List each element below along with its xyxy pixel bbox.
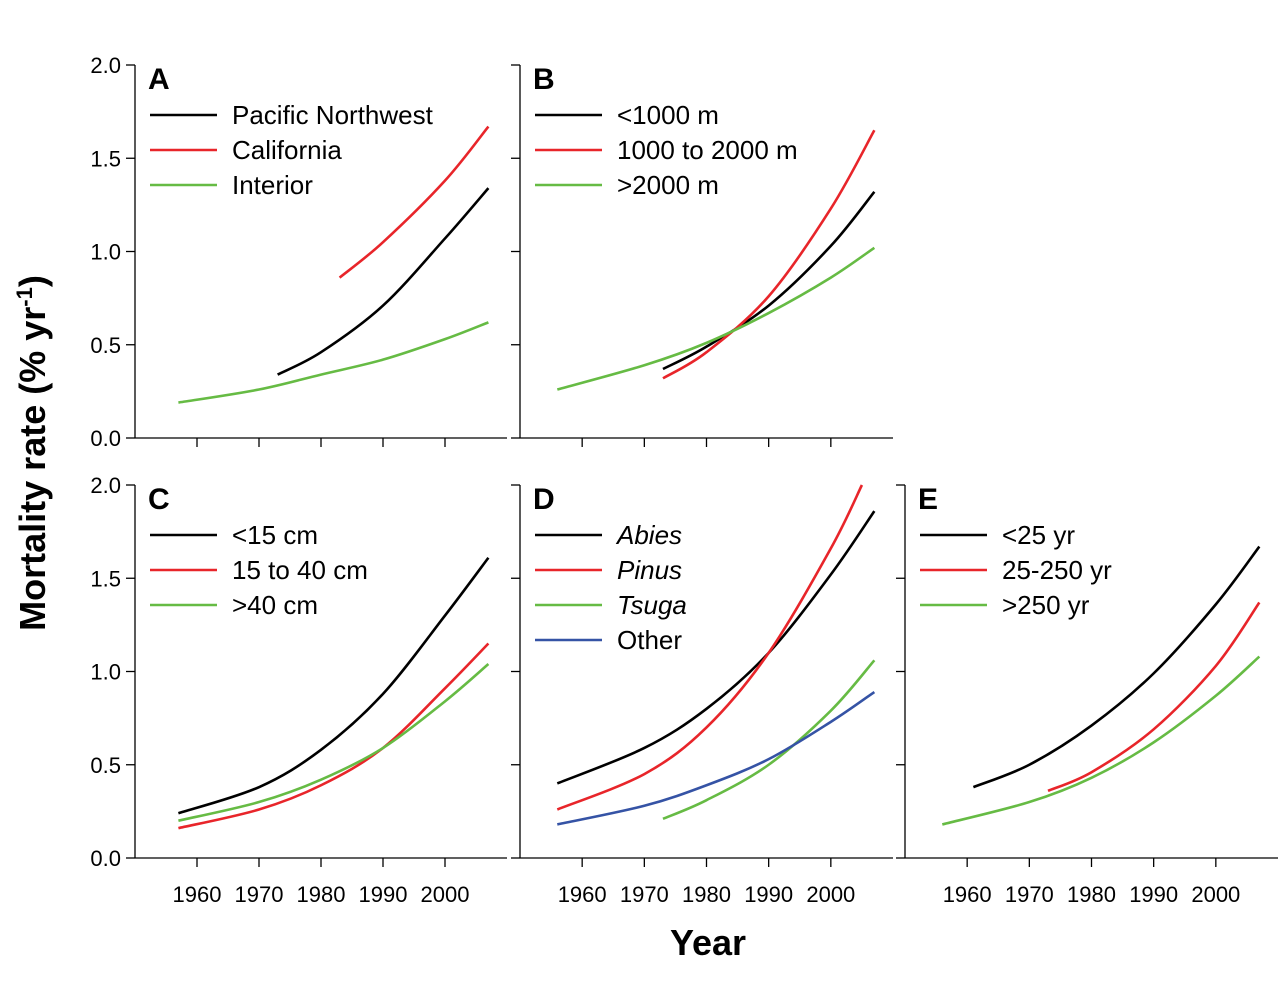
- series-line-40-cm: [178, 663, 490, 822]
- y-tick-label: 1.5: [90, 146, 121, 171]
- series-line-pacific-northwest: [277, 187, 490, 376]
- series-line-15-cm: [177, 556, 490, 815]
- y-tick-label: 0.5: [90, 753, 121, 778]
- series-line-2000-m: [556, 246, 876, 391]
- x-tick-label: 1980: [682, 882, 731, 907]
- y-tick-label: 0.5: [90, 333, 121, 358]
- series-line-tsuga: [662, 659, 876, 821]
- series-line-california: [338, 125, 490, 279]
- panel-a: 0.0 0.5 1.0 1.5 2.0 A Pacific Northwest Califor…: [90, 53, 507, 451]
- legend-label: Abies: [615, 520, 682, 550]
- series-line-1000-to-2000-m: [662, 129, 876, 380]
- y-tick-label: 2.0: [90, 473, 121, 498]
- legend-label: 1000 to 2000 m: [617, 135, 798, 165]
- legend-label: >250 yr: [1002, 590, 1090, 620]
- panel-label: B: [533, 63, 555, 96]
- y-axis-title: Mortality rate (% yr-1): [12, 275, 53, 631]
- x-tick-label: 1960: [943, 882, 992, 907]
- x-tick-label: 2000: [806, 882, 855, 907]
- y-tick-label: 0.0: [90, 846, 121, 871]
- panel-d: 1960 1970 1980 1990 2000 D Abies Pinus Tsuga Othe…: [511, 483, 893, 907]
- legend-label: Tsuga: [617, 590, 687, 620]
- series-line-25-yr: [972, 545, 1261, 789]
- x-axis-title: Year: [670, 922, 746, 963]
- y-tick-label: 1.5: [90, 566, 121, 591]
- x-tick-label: 2000: [1191, 882, 1240, 907]
- legend-label: <15 cm: [232, 520, 318, 550]
- y-tick-label: 0.0: [90, 426, 121, 451]
- panel-label: A: [148, 63, 170, 96]
- panel-label: C: [148, 483, 170, 516]
- legend-label: Other: [617, 625, 682, 655]
- panel-c: 0.0 0.5 1.0 1.5 2.0 1960 1970 1980 1990 2000 C <15 …: [90, 473, 507, 907]
- legend-label: Pinus: [617, 555, 682, 585]
- x-tick-label: 1990: [359, 882, 408, 907]
- panel-b: B <1000 m 1000 to 2000 m >2000 m: [511, 63, 893, 447]
- panel-label: E: [918, 483, 938, 516]
- legend-label: >2000 m: [617, 170, 719, 200]
- legend-label: 25-250 yr: [1002, 555, 1112, 585]
- legend-label: Interior: [232, 170, 313, 200]
- legend-label: <1000 m: [617, 100, 719, 130]
- series-line-pinus: [556, 484, 864, 811]
- y-axis-title-close: ): [12, 275, 53, 287]
- legend-label: <25 yr: [1002, 520, 1075, 550]
- x-tick-label: 1980: [297, 882, 346, 907]
- x-tick-label: 1970: [620, 882, 669, 907]
- y-tick-label: 1.0: [90, 660, 121, 685]
- x-tick-label: 1970: [235, 882, 284, 907]
- series-line-abies: [556, 510, 876, 785]
- y-axis-title-superscript: -1: [12, 287, 37, 307]
- y-tick-label: 1.0: [90, 240, 121, 265]
- panel-e: 1960 1970 1980 1990 2000 E <25 yr 25-250 yr >250…: [896, 483, 1278, 907]
- y-tick-label: 2.0: [90, 53, 121, 78]
- legend-label: 15 to 40 cm: [232, 555, 368, 585]
- series-line-interior: [178, 321, 489, 404]
- x-tick-label: 1980: [1067, 882, 1116, 907]
- x-tick-label: 1970: [1005, 882, 1054, 907]
- x-tick-label: 2000: [421, 882, 470, 907]
- panel-label: D: [533, 483, 555, 516]
- x-tick-label: 1990: [1129, 882, 1178, 907]
- x-tick-label: 1960: [173, 882, 222, 907]
- legend-label: Pacific Northwest: [232, 100, 434, 130]
- x-tick-label: 1960: [558, 882, 607, 907]
- x-tick-label: 1990: [744, 882, 793, 907]
- legend-label: >40 cm: [232, 590, 318, 620]
- legend-label: California: [232, 135, 342, 165]
- series-line-1000-m: [662, 191, 876, 371]
- y-axis-title-main: Mortality rate (% yr: [12, 307, 53, 631]
- series-line-250-yr: [941, 655, 1261, 826]
- series-line-other: [557, 690, 876, 826]
- series-line-15-to-40-cm: [178, 642, 490, 830]
- series-line-25-250-yr: [1047, 601, 1261, 793]
